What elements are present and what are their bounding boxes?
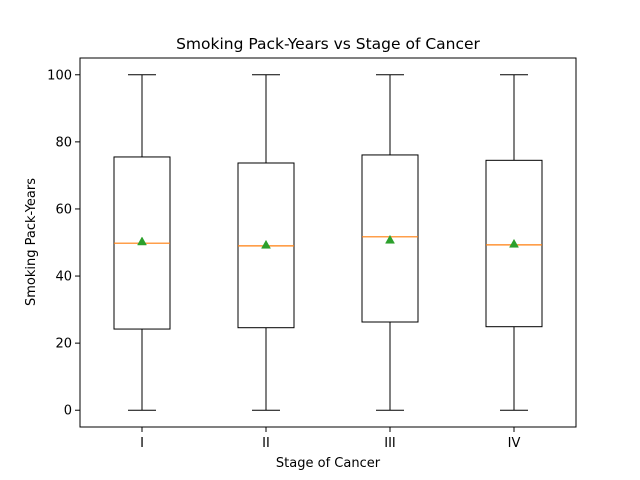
x-axis-label: Stage of Cancer <box>276 456 381 471</box>
y-tick-label: 100 <box>47 68 72 83</box>
mean-marker <box>385 234 395 244</box>
y-axis-label: Smoking Pack-Years <box>24 178 39 306</box>
iqr-box <box>361 154 419 323</box>
box-group-IV <box>485 74 543 411</box>
x-tick-label: II <box>262 436 270 451</box>
y-tick-label: 80 <box>55 135 72 150</box>
y-tick-label: 40 <box>55 270 72 285</box>
mean-marker <box>509 238 519 248</box>
box-group-II <box>237 74 295 411</box>
mean-marker <box>137 236 147 246</box>
x-tick-label: III <box>384 436 396 451</box>
x-tick-label: I <box>140 436 144 451</box>
y-tick-label: 60 <box>55 202 72 217</box>
iqr-box <box>485 159 543 328</box>
x-tick-label: IV <box>508 436 521 451</box>
box-group-I <box>113 74 171 411</box>
y-tick-label: 20 <box>55 337 72 352</box>
y-axis: 0 20 40 60 80 100 <box>47 68 80 419</box>
plot-frame <box>79 57 577 428</box>
y-tick-label: 0 <box>64 404 72 419</box>
mean-marker <box>261 239 271 249</box>
box-group-III <box>361 74 419 411</box>
chart-title: Smoking Pack-Years vs Stage of Cancer <box>176 35 480 53</box>
plot-area <box>113 74 543 411</box>
x-axis: I II III IV <box>140 427 520 451</box>
